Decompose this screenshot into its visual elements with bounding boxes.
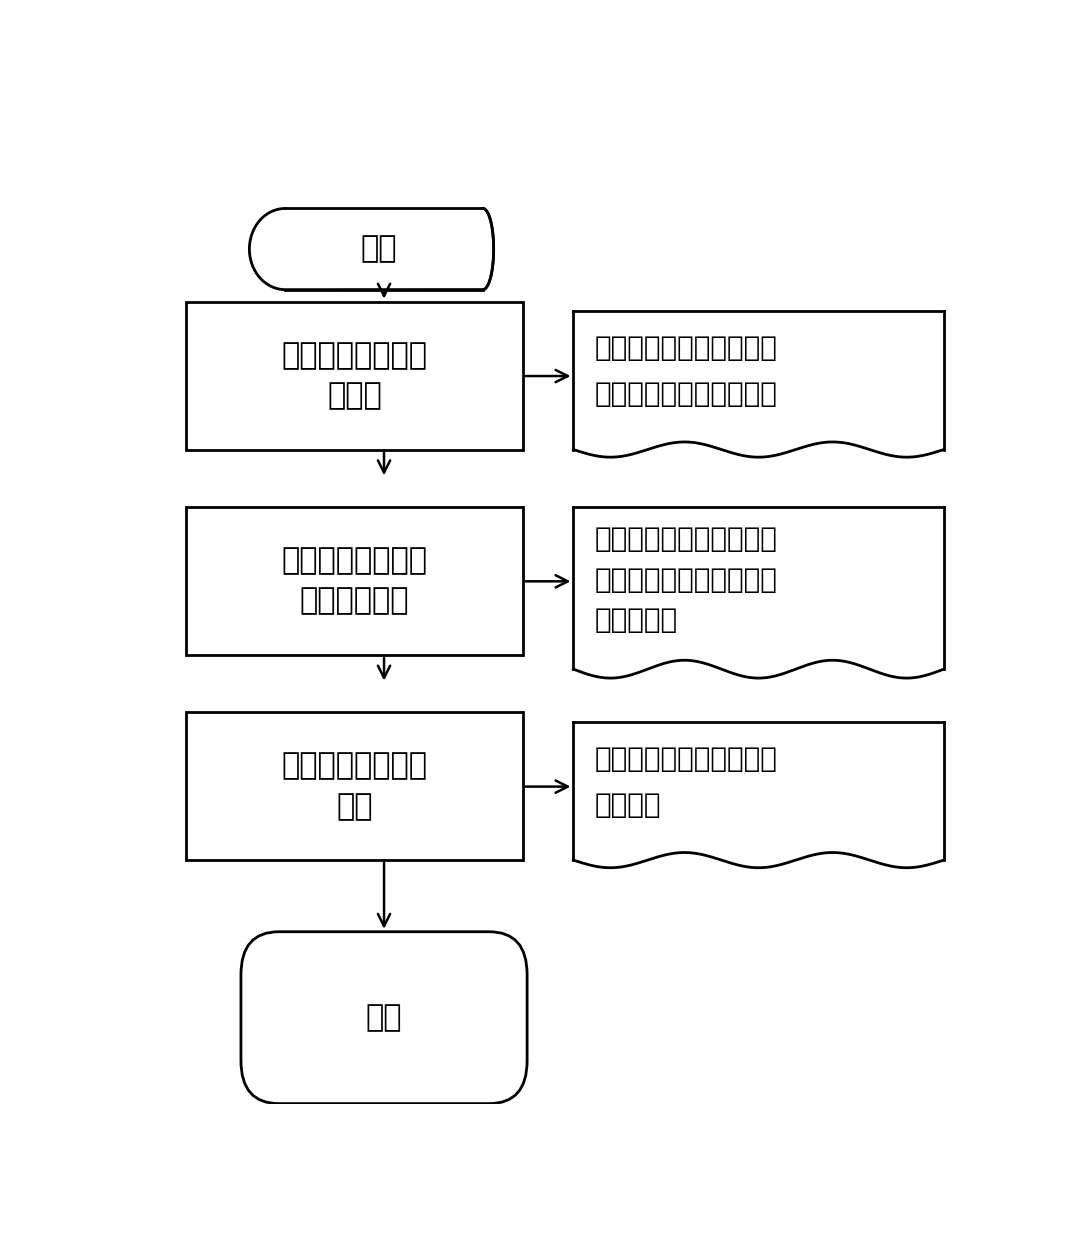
Text: 分析高浓缩钚材料中子产: 分析高浓缩钚材料中子产 [594,526,778,553]
Text: 开始: 开始 [361,234,396,264]
Polygon shape [573,507,944,678]
Text: 计算得出高浓缩钚中子剂: 计算得出高浓缩钚中子剂 [594,744,778,773]
Polygon shape [573,722,944,868]
Polygon shape [250,208,494,290]
FancyBboxPatch shape [187,712,523,861]
FancyBboxPatch shape [187,507,523,655]
Text: 素，以及可能产生的中子: 素，以及可能产生的中子 [594,381,778,408]
Text: 素中子产额: 素中子产额 [594,606,678,635]
Text: 量当量率: 量当量率 [594,791,661,818]
Text: 结束: 结束 [366,1003,402,1032]
Text: 生机理，计算得出钚同位: 生机理，计算得出钚同位 [594,565,778,594]
Text: 分析钚材料中的放射性核: 分析钚材料中的放射性核 [594,334,778,362]
Text: 钚材料中子辐射场
形成机理分析: 钚材料中子辐射场 形成机理分析 [281,546,428,615]
Text: 钚材料中子辐射场
计算: 钚材料中子辐射场 计算 [281,751,428,821]
Polygon shape [573,311,944,458]
FancyBboxPatch shape [241,931,527,1104]
Text: 钚材料中子辐射特
性分析: 钚材料中子辐射特 性分析 [281,341,428,410]
FancyBboxPatch shape [187,301,523,450]
